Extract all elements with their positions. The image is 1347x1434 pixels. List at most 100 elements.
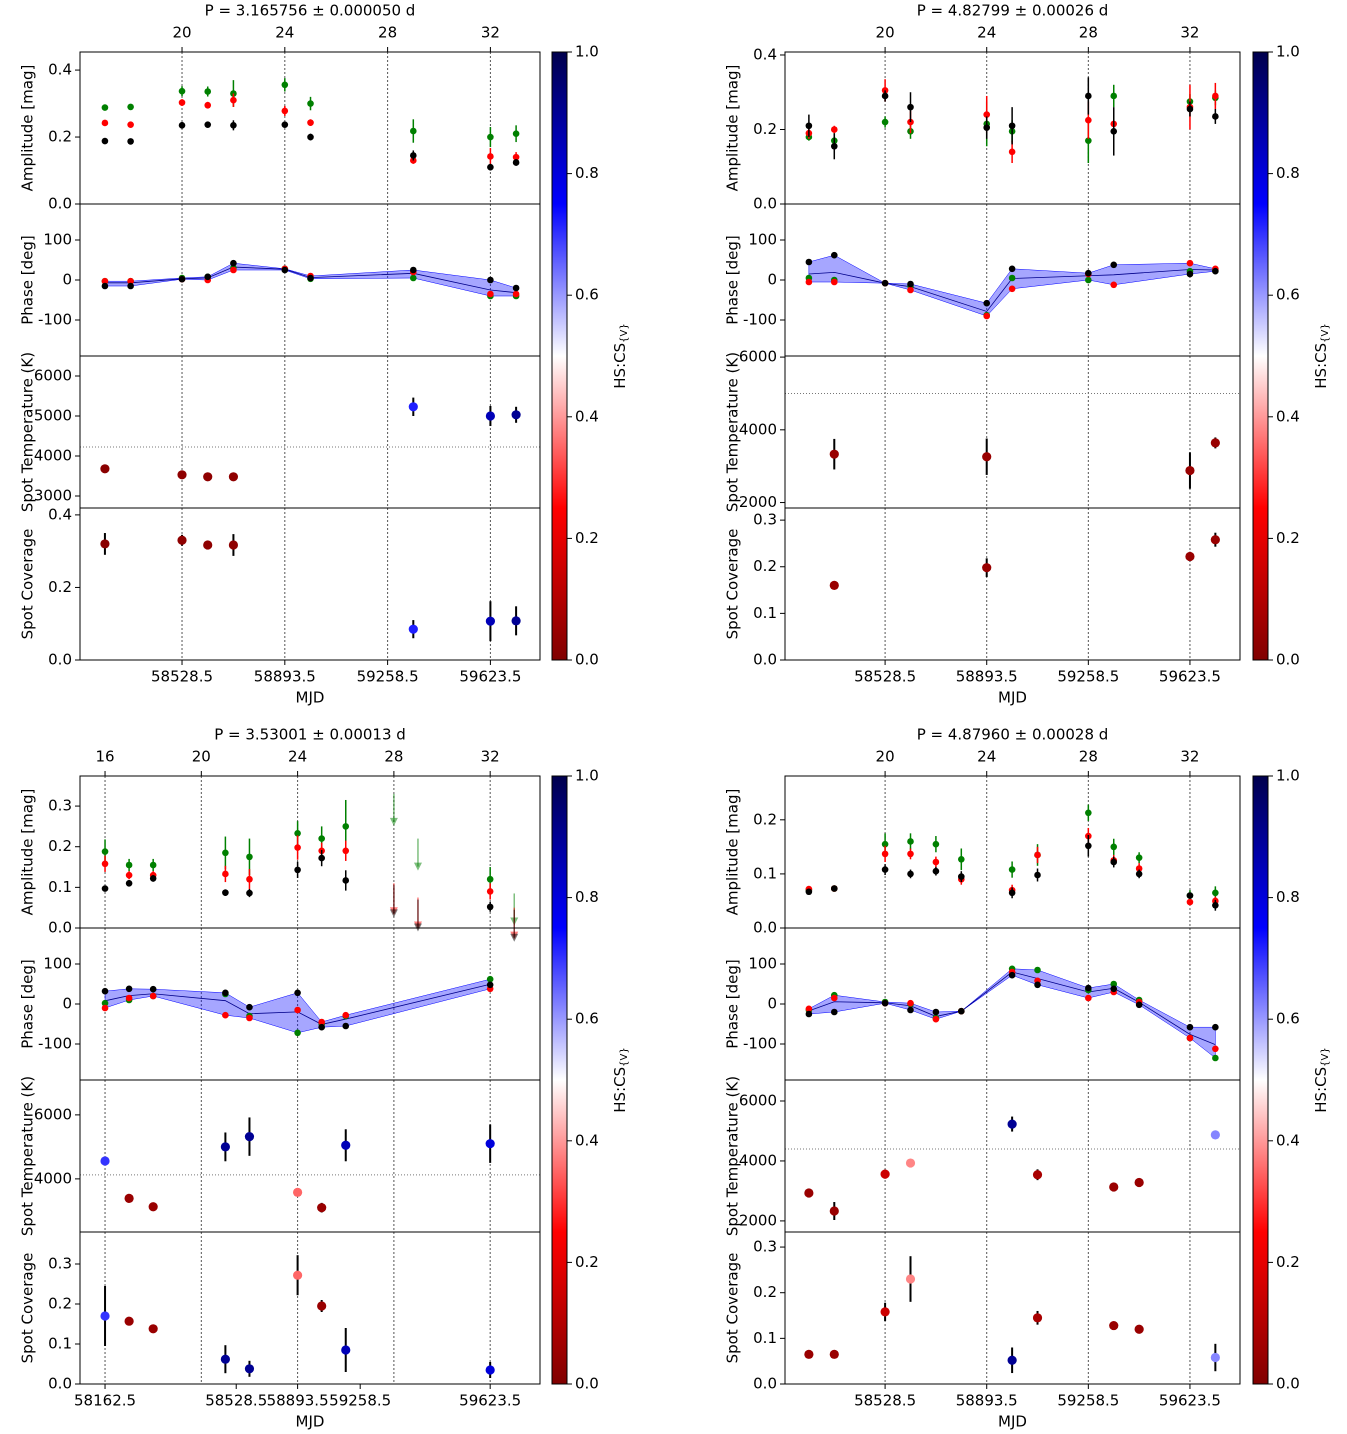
spot-point	[341, 1140, 351, 1150]
top-tick-label: 28	[378, 24, 397, 42]
data-point	[178, 87, 186, 95]
data-point	[101, 885, 109, 892]
y-tick-label: 0.2	[753, 810, 777, 828]
data-point	[805, 1010, 813, 1018]
y-tick-label: 2000	[739, 1211, 777, 1229]
x-axis-label: MJD	[296, 1413, 325, 1431]
data-point	[307, 119, 314, 126]
colorbar-tick-label: 0.2	[1276, 1253, 1300, 1271]
data-point	[127, 282, 134, 290]
top-tick-label: 32	[481, 748, 500, 766]
x-axis-label: MJD	[998, 1413, 1027, 1431]
data-point	[101, 848, 109, 855]
data-point	[342, 823, 350, 830]
data-point	[881, 118, 889, 126]
y-axis-label: Spot Temperature (K)	[724, 352, 742, 512]
data-point	[881, 866, 889, 873]
data-point	[512, 159, 520, 166]
data-point	[1186, 898, 1194, 906]
data-point	[410, 127, 417, 135]
colorbar-tick-label: 0.4	[1276, 407, 1300, 425]
y-tick-label: 6000	[739, 348, 777, 366]
data-point	[1110, 980, 1118, 988]
colorbar-tick-label: 0.2	[575, 529, 599, 547]
spot-point	[100, 1311, 110, 1321]
spot-point	[1210, 535, 1220, 545]
data-point	[101, 999, 109, 1007]
data-point	[907, 103, 914, 111]
colorbar-label-main: HS:CS	[1312, 1067, 1330, 1113]
data-point	[512, 153, 520, 161]
data-point	[1212, 92, 1219, 100]
data-point	[281, 121, 289, 128]
y-axis-label: Spot Coverage	[724, 1253, 742, 1364]
data-point	[487, 133, 494, 141]
panel-title: P = 4.82799 ± 0.00026 d	[917, 2, 1109, 20]
panel-title: P = 4.87960 ± 0.00028 d	[917, 726, 1109, 744]
data-point	[1110, 858, 1118, 866]
data-point	[1085, 809, 1092, 817]
top-tick-label: 24	[977, 748, 996, 766]
data-point	[907, 838, 914, 845]
colorbar-tick-label: 0.6	[1276, 286, 1300, 304]
data-point	[1186, 1034, 1194, 1042]
data-point	[125, 861, 133, 869]
x-tick-label: 58893.5	[956, 668, 1018, 686]
x-tick-label: 58528.5	[205, 1392, 267, 1410]
y-axis-label: Spot Temperature (K)	[19, 1076, 37, 1236]
data-point	[149, 985, 157, 993]
data-point	[230, 266, 237, 274]
data-point	[830, 885, 838, 892]
x-tick-label: 59623.5	[1159, 668, 1221, 686]
x-tick-label: 58528.5	[151, 668, 213, 686]
colorbar-tick-label: 0.8	[575, 164, 599, 182]
colorbar	[1252, 775, 1269, 1385]
y-tick-label: 4000	[739, 420, 777, 438]
y-tick-label: 4000	[739, 1151, 777, 1169]
data-point	[1034, 871, 1041, 879]
y-tick-label: 0.0	[753, 919, 777, 937]
colorbar-tick-label: 0.8	[1276, 164, 1300, 182]
data-point	[1135, 865, 1143, 872]
spot-point	[1210, 1352, 1220, 1363]
data-point	[222, 849, 229, 857]
spot-point	[880, 1307, 890, 1317]
data-point	[1008, 274, 1016, 282]
data-point	[1186, 892, 1194, 899]
y-axis-label: Amplitude [mag]	[19, 65, 37, 192]
data-point	[318, 835, 325, 842]
colorbar-tick-label: 0.0	[1276, 651, 1300, 669]
spot-point	[100, 539, 110, 549]
data-point	[907, 286, 914, 294]
colorbar-tick-label: 0.4	[575, 407, 599, 425]
data-point	[294, 1029, 301, 1037]
y-tick-label: 0	[62, 271, 72, 289]
x-axis-label: MJD	[296, 689, 325, 707]
upper-limit-arrow	[389, 817, 398, 826]
data-point	[983, 299, 991, 307]
data-point	[932, 840, 940, 848]
data-point	[294, 866, 301, 874]
x-tick-label: 59258.5	[357, 668, 419, 686]
y-tick-label: 0.4	[48, 505, 72, 523]
y-axis-label: Phase [deg]	[724, 959, 742, 1049]
data-point	[1212, 113, 1219, 120]
data-point	[178, 122, 186, 129]
colorbar-tick-label: 0.0	[575, 1375, 599, 1393]
top-tick-label: 28	[384, 748, 403, 766]
y-tick-label: 6000	[34, 367, 72, 385]
spot-point	[485, 616, 496, 626]
data-point	[294, 844, 301, 851]
y-tick-label: 0.4	[48, 61, 72, 79]
y-tick-label: 0.3	[48, 1255, 72, 1273]
data-point	[1008, 971, 1016, 979]
data-point	[307, 133, 314, 141]
axes-frame	[79, 775, 541, 929]
y-tick-label: 100	[43, 955, 72, 973]
spot-point	[293, 1187, 303, 1197]
data-point	[1212, 1045, 1219, 1053]
data-point	[246, 1003, 253, 1011]
data-point	[983, 111, 991, 118]
x-tick-label: 59258.5	[1057, 668, 1119, 686]
